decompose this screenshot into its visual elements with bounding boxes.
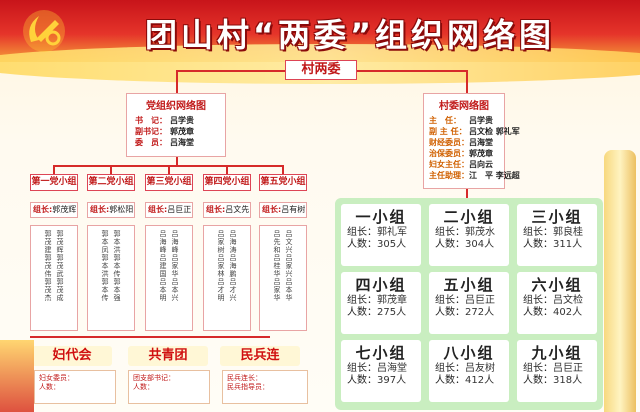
village-org-title: 村委网络图 [439, 101, 489, 112]
connector [466, 70, 468, 93]
connector [53, 165, 55, 174]
member-column: 郭茂建郭茂伟郭茂杰 [44, 230, 52, 302]
village-group-card: 五小组 组长：吕巨正 人数：272人 [429, 272, 509, 334]
village-group-card: 二小组 组长：郭茂水 人数：304人 [429, 204, 509, 266]
village-group-card: 八小组 组长：吕友树 人数：412人 [429, 340, 509, 402]
party-group-members: 吕家树吕家林吕才明 吕海涛吕海鹏吕才兴 [203, 225, 251, 331]
connector [282, 165, 284, 174]
mass-org-head: 民兵连 [220, 346, 300, 366]
member-column: 吕先和吕桂华吕家华 [273, 230, 281, 302]
village-committee-box: 村两委 [285, 60, 357, 80]
connector [176, 70, 178, 93]
mass-org-box: 团支部书记： 人数： [128, 370, 210, 404]
member-column: 郭本凤郭本洪郭本传 [101, 230, 109, 302]
village-org-row: 主任助理：江 平 李远超 [429, 171, 520, 180]
ornamental-column [604, 150, 636, 412]
party-group-head: 第四党小组 [203, 174, 251, 191]
village-org-row: 副 主 任： 吕文检 郭礼军 [429, 127, 520, 136]
gate-tower-decoration [0, 340, 34, 412]
village-group-card: 七小组 组长：吕海堂 人数：397人 [341, 340, 421, 402]
party-group-members: 郭本凤郭本洪郭本传 郭本洪郭本传郭本强 [87, 225, 135, 331]
party-group-members: 吕海峰吕建国吕本明 吕海峰吕家华吕本兴 [145, 225, 193, 331]
member-column: 吕文兴吕家兴吕本华 [285, 230, 293, 302]
party-group-head: 第二党小组 [87, 174, 135, 191]
member-column: 郭本洪郭本传郭本强 [113, 230, 121, 302]
party-group-leader: 组长:吕巨正 [145, 202, 193, 218]
party-org-row: 书 记： 吕学贵 [135, 116, 194, 125]
party-group-members: 郭茂建郭茂伟郭茂杰 郭茂辉郭茂武郭茂成 [30, 225, 78, 331]
mass-org-box: 妇女委员： 人数： [34, 370, 116, 404]
member-column: 吕家树吕家林吕才明 [217, 230, 225, 302]
village-org-row: 妇女主任： 吕向云 [429, 160, 493, 169]
connector [176, 157, 178, 165]
village-org-row: 治保委员： 郭茂章 [429, 149, 493, 158]
mass-org-box: 民兵连长： 民兵指导员： [222, 370, 308, 404]
member-column: 吕海涛吕海鹏吕才兴 [229, 230, 237, 302]
mass-org-head: 妇代会 [32, 346, 112, 366]
party-group-leader: 组长:吕有树 [259, 202, 307, 218]
village-group-card: 三小组 组长：郭良桂 人数：311人 [517, 204, 597, 266]
village-group-card: 九小组 组长：吕巨正 人数：318人 [517, 340, 597, 402]
party-org-box: 党组织网络图 书 记： 吕学贵 副书记： 郭茂章 委 员： 吕海堂 [126, 93, 226, 157]
connector [466, 189, 468, 198]
party-group-head: 第三党小组 [145, 174, 193, 191]
party-emblem-icon [14, 6, 74, 56]
village-org-row: 财经委员： 吕海堂 [429, 138, 493, 147]
village-group-card: 六小组 组长：吕文检 人数：402人 [517, 272, 597, 334]
party-group-leader: 组长:郭松阳 [87, 202, 135, 218]
mass-org-head: 共青团 [128, 346, 208, 366]
party-group-head: 第五党小组 [259, 174, 307, 191]
connector [110, 165, 112, 174]
connector [30, 336, 270, 338]
party-org-title: 党组织网络图 [146, 101, 206, 112]
village-org-row: 主 任： 吕学贵 [429, 116, 493, 125]
member-column: 吕海峰吕家华吕本兴 [171, 230, 179, 302]
party-group-leader: 组长:吕文先 [203, 202, 251, 218]
connector [168, 165, 170, 174]
member-column: 郭茂辉郭茂武郭茂成 [56, 230, 64, 302]
party-org-row: 委 员： 吕海堂 [135, 138, 194, 147]
village-org-box: 村委网络图 主 任： 吕学贵 副 主 任： 吕文检 郭礼军 财经委员： 吕海堂 治保委… [423, 93, 520, 189]
village-group-card: 一小组 组长：郭礼军 人数：305人 [341, 204, 421, 266]
party-group-leader: 组长:郭茂辉 [30, 202, 78, 218]
connector [226, 165, 228, 174]
party-group-head: 第一党小组 [30, 174, 78, 191]
village-group-card: 四小组 组长：郭茂章 人数：275人 [341, 272, 421, 334]
party-org-row: 副书记： 郭茂章 [135, 127, 194, 136]
member-column: 吕海峰吕建国吕本明 [159, 230, 167, 302]
page-title: 团山村“两委”组织网络图 [144, 16, 556, 54]
village-groups-panel: 一小组 组长：郭礼军 人数：305人 二小组 组长：郭茂水 人数：304人 三小… [335, 198, 603, 410]
party-group-members: 吕先和吕桂华吕家华 吕文兴吕家兴吕本华 [259, 225, 307, 331]
